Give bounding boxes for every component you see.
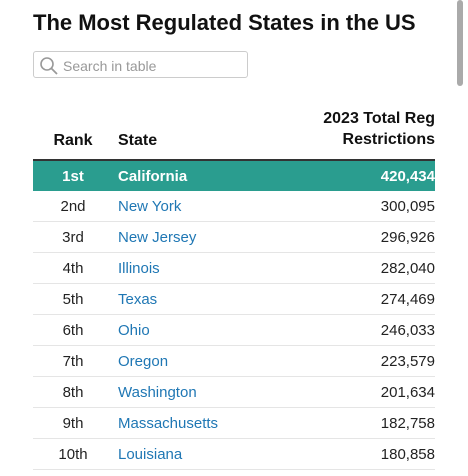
rank-cell: 8th	[33, 376, 113, 408]
state-cell[interactable]: Washington	[113, 376, 285, 408]
restrictions-cell: 180,858	[285, 438, 435, 470]
restrictions-cell: 300,095	[285, 191, 435, 222]
rank-cell: 9th	[33, 407, 113, 439]
table-row: 4th Illinois 282,040	[33, 252, 435, 284]
rank-cell: 5th	[33, 283, 113, 315]
table-row: 2nd New York 300,095	[33, 191, 435, 222]
table-row: 9th Massachusetts 182,758	[33, 407, 435, 439]
search-placeholder: Search in table	[63, 58, 157, 74]
restrictions-cell: 296,926	[285, 221, 435, 253]
table-row: 6th Ohio 246,033	[33, 314, 435, 346]
restrictions-cell: 223,579	[285, 345, 435, 377]
header-row: Rank State 2023 Total Reg Restrictions	[33, 108, 435, 161]
table-row: 8th Washington 201,634	[33, 376, 435, 408]
rank-cell: 3rd	[33, 221, 113, 253]
state-cell[interactable]: New Jersey	[113, 221, 285, 253]
restrictions-cell: 182,758	[285, 407, 435, 439]
column-header: State	[113, 108, 285, 161]
rank-cell: 6th	[33, 314, 113, 346]
search-icon	[40, 57, 58, 75]
state-cell[interactable]: Massachusetts	[113, 407, 285, 439]
table: Rank State 2023 Total Reg Restrictions 1st…	[33, 108, 435, 470]
search-box[interactable]: Search in table	[33, 51, 248, 78]
state-cell[interactable]: Texas	[113, 283, 285, 315]
column-header: Rank	[33, 108, 113, 161]
table-row: 1st California 420,434	[33, 160, 435, 191]
state-cell[interactable]: Louisiana	[113, 438, 285, 470]
state-cell[interactable]: Ohio	[113, 314, 285, 346]
rank-cell: 10th	[33, 438, 113, 470]
state-cell[interactable]: Oregon	[113, 345, 285, 377]
table-row: 3rd New Jersey 296,926	[33, 221, 435, 253]
column-header: 2023 Total Reg Restrictions	[285, 108, 435, 161]
state-cell: California	[113, 160, 285, 191]
rank-cell: 1st	[33, 160, 113, 191]
state-cell[interactable]: New York	[113, 191, 285, 222]
restrictions-cell: 201,634	[285, 376, 435, 408]
restrictions-cell: 274,469	[285, 283, 435, 315]
scrollbar	[457, 0, 463, 86]
restrictions-cell: 420,434	[285, 160, 435, 191]
rank-cell: 4th	[33, 252, 113, 284]
rank-cell: 2nd	[33, 191, 113, 222]
table-row: 10th Louisiana 180,858	[33, 438, 435, 470]
restrictions-cell: 282,040	[285, 252, 435, 284]
state-cell[interactable]: Illinois	[113, 252, 285, 284]
table-row: 7th Oregon 223,579	[33, 345, 435, 377]
title: The Most Regulated States in the US	[33, 10, 416, 35]
rank-cell: 7th	[33, 345, 113, 377]
restrictions-cell: 246,033	[285, 314, 435, 346]
table-row: 5th Texas 274,469	[33, 283, 435, 315]
